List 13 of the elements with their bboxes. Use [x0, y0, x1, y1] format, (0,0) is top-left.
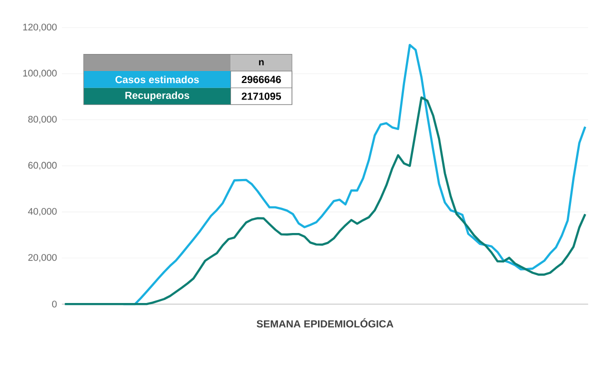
y-tick-label: 40,000 — [28, 208, 57, 216]
annotation: 2966646 — [242, 76, 281, 84]
x-axis-title: SEMANA EPIDEMIOLÓGICA — [256, 318, 394, 328]
y-tick-label: 0 — [52, 300, 57, 308]
annotation: n — [259, 60, 264, 66]
text: Casos estimados — [115, 76, 199, 84]
y-tick-label: 20,000 — [28, 254, 57, 262]
y-tick-label: 60,000 — [28, 162, 57, 170]
y-tick-label: 80,000 — [28, 116, 57, 124]
y-tick-label: 100,000 — [23, 70, 57, 78]
text: Recuperados — [125, 91, 190, 101]
annotation: 2171095 — [242, 92, 282, 100]
y-tick-label: 120,000 — [23, 24, 57, 32]
